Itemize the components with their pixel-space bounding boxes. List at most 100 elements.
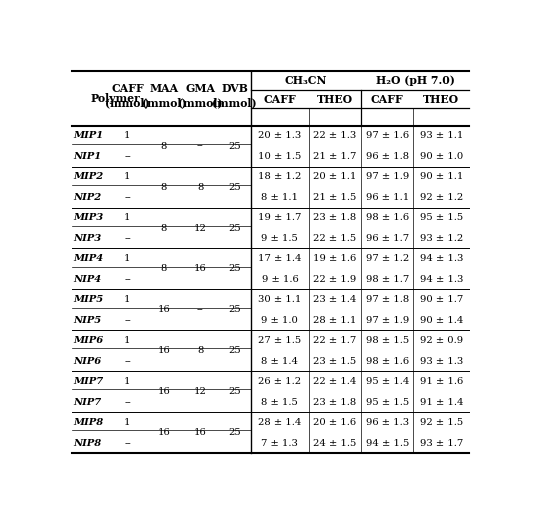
Text: 17 ± 1.4: 17 ± 1.4	[258, 254, 302, 263]
Text: --: --	[124, 439, 131, 448]
Text: 25: 25	[228, 387, 241, 397]
Text: 98 ± 1.5: 98 ± 1.5	[366, 336, 409, 345]
Text: 94 ± 1.5: 94 ± 1.5	[366, 439, 409, 448]
Text: --: --	[124, 152, 131, 161]
Text: 1: 1	[124, 336, 130, 345]
Text: 91 ± 1.6: 91 ± 1.6	[420, 377, 463, 386]
Text: 19 ± 1.6: 19 ± 1.6	[314, 254, 357, 263]
Text: MIP8: MIP8	[74, 418, 104, 427]
Text: 25: 25	[228, 428, 241, 438]
Text: 95 ± 1.4: 95 ± 1.4	[366, 377, 409, 386]
Text: (mmol): (mmol)	[105, 97, 150, 108]
Text: NIP8: NIP8	[74, 439, 102, 448]
Text: --: --	[124, 275, 131, 284]
Text: 90 ± 1.4: 90 ± 1.4	[420, 315, 463, 325]
Text: 25: 25	[228, 265, 241, 273]
Text: --: --	[124, 315, 131, 325]
Text: 16: 16	[158, 346, 170, 356]
Text: THEO: THEO	[317, 93, 353, 105]
Text: 97 ± 1.2: 97 ± 1.2	[366, 254, 409, 263]
Text: --: --	[197, 142, 204, 150]
Text: 22 ± 1.7: 22 ± 1.7	[314, 336, 357, 345]
Text: MIP5: MIP5	[74, 295, 104, 304]
Text: 25: 25	[228, 142, 241, 150]
Text: 97 ± 1.9: 97 ± 1.9	[366, 315, 409, 325]
Text: 9 ± 1.0: 9 ± 1.0	[261, 315, 299, 325]
Text: 23 ± 1.8: 23 ± 1.8	[314, 213, 357, 222]
Text: 92 ± 1.5: 92 ± 1.5	[420, 418, 463, 427]
Text: 30 ± 1.1: 30 ± 1.1	[258, 295, 301, 304]
Text: 8: 8	[161, 224, 167, 232]
Text: --: --	[124, 357, 131, 366]
Text: NIP2: NIP2	[74, 193, 102, 202]
Text: MIP1: MIP1	[74, 131, 104, 140]
Text: 20 ± 1.3: 20 ± 1.3	[258, 131, 301, 140]
Text: 1: 1	[124, 172, 130, 181]
Text: MIP6: MIP6	[74, 336, 104, 345]
Text: 93 ± 1.7: 93 ± 1.7	[420, 439, 463, 448]
Text: 90 ± 1.1: 90 ± 1.1	[420, 172, 463, 181]
Text: 92 ± 1.2: 92 ± 1.2	[420, 193, 463, 202]
Text: MIP4: MIP4	[74, 254, 104, 263]
Text: --: --	[197, 305, 204, 314]
Text: 1: 1	[124, 254, 130, 263]
Text: 93 ± 1.1: 93 ± 1.1	[420, 131, 463, 140]
Text: 93 ± 1.3: 93 ± 1.3	[420, 357, 463, 366]
Text: 96 ± 1.8: 96 ± 1.8	[366, 152, 409, 161]
Text: 20 ± 1.1: 20 ± 1.1	[313, 172, 357, 181]
Text: 22 ± 1.3: 22 ± 1.3	[314, 131, 357, 140]
Text: 28 ± 1.1: 28 ± 1.1	[313, 315, 357, 325]
Text: (mmol): (mmol)	[178, 97, 223, 108]
Text: 96 ± 1.7: 96 ± 1.7	[366, 234, 409, 243]
Text: 91 ± 1.4: 91 ± 1.4	[420, 398, 463, 407]
Text: 98 ± 1.7: 98 ± 1.7	[366, 275, 409, 284]
Text: DVB: DVB	[221, 83, 248, 94]
Text: 90 ± 1.0: 90 ± 1.0	[420, 152, 463, 161]
Text: 12: 12	[194, 387, 206, 397]
Text: 28 ± 1.4: 28 ± 1.4	[258, 418, 301, 427]
Text: 9 ± 1.6: 9 ± 1.6	[261, 275, 298, 284]
Text: 95 ± 1.5: 95 ± 1.5	[366, 398, 409, 407]
Text: 8: 8	[197, 346, 203, 356]
Text: 96 ± 1.1: 96 ± 1.1	[366, 193, 409, 202]
Text: GMA: GMA	[185, 83, 215, 94]
Text: 22 ± 1.9: 22 ± 1.9	[314, 275, 357, 284]
Text: 97 ± 1.6: 97 ± 1.6	[366, 131, 409, 140]
Text: 8 ± 1.5: 8 ± 1.5	[261, 398, 299, 407]
Text: 1: 1	[124, 295, 130, 304]
Text: 92 ± 0.9: 92 ± 0.9	[420, 336, 463, 345]
Text: NIP6: NIP6	[74, 357, 102, 366]
Text: 25: 25	[228, 224, 241, 232]
Text: 16: 16	[158, 387, 170, 397]
Text: 96 ± 1.3: 96 ± 1.3	[366, 418, 409, 427]
Text: THEO: THEO	[423, 93, 460, 105]
Text: (mmol): (mmol)	[212, 97, 257, 108]
Text: NIP3: NIP3	[74, 234, 102, 243]
Text: 26 ± 1.2: 26 ± 1.2	[259, 377, 301, 386]
Text: 1: 1	[124, 377, 130, 386]
Text: 23 ± 1.5: 23 ± 1.5	[314, 357, 357, 366]
Text: 8 ± 1.4: 8 ± 1.4	[261, 357, 299, 366]
Text: --: --	[124, 193, 131, 202]
Text: CAFF: CAFF	[111, 83, 144, 94]
Text: 23 ± 1.8: 23 ± 1.8	[314, 398, 357, 407]
Text: 25: 25	[228, 183, 241, 191]
Text: CAFF: CAFF	[264, 93, 296, 105]
Text: (mmol): (mmol)	[142, 97, 186, 108]
Text: --: --	[124, 398, 131, 407]
Text: 21 ± 1.7: 21 ± 1.7	[313, 152, 357, 161]
Text: 8: 8	[197, 183, 203, 191]
Text: MIP7: MIP7	[74, 377, 104, 386]
Text: 16: 16	[194, 265, 206, 273]
Text: 16: 16	[158, 428, 170, 438]
Text: 8: 8	[161, 183, 167, 191]
Text: 7 ± 1.3: 7 ± 1.3	[261, 439, 299, 448]
Text: 16: 16	[158, 305, 170, 314]
Text: Polymer: Polymer	[90, 93, 140, 104]
Text: CAFF: CAFF	[371, 93, 403, 105]
Text: 8: 8	[161, 265, 167, 273]
Text: 8 ± 1.1: 8 ± 1.1	[261, 193, 299, 202]
Text: NIP7: NIP7	[74, 398, 102, 407]
Text: CH₃CN: CH₃CN	[285, 75, 327, 86]
Text: 98 ± 1.6: 98 ± 1.6	[366, 357, 409, 366]
